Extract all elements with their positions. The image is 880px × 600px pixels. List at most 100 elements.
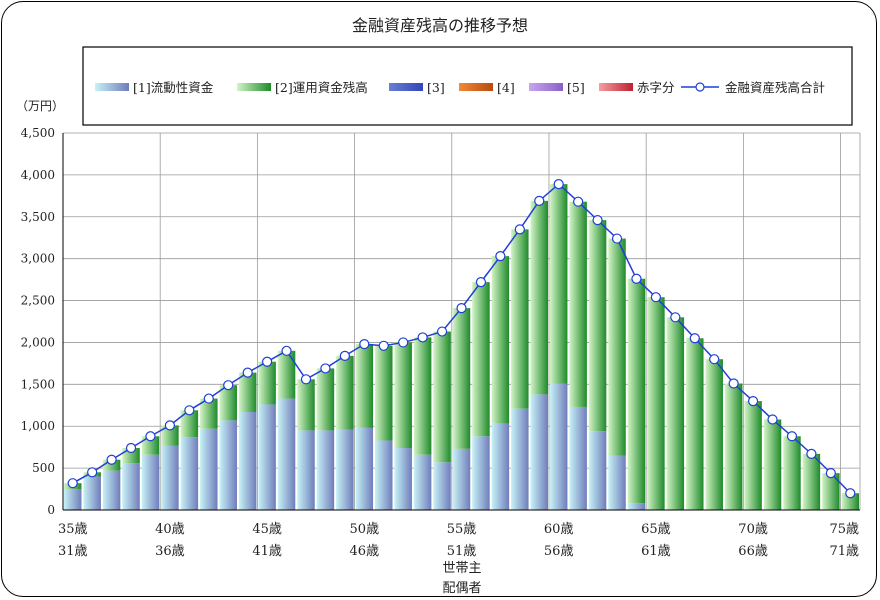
bar-liquid-funds [316,430,335,510]
bar-liquid-funds [627,503,646,510]
x-tick-label-spouse: 71歳 [830,544,860,559]
bar-investment-funds [569,201,587,407]
total-point [262,356,273,367]
bar-liquid-funds [413,454,432,510]
legend-label: [3] [427,80,445,95]
bar-investment-funds [336,355,354,430]
bar-investment-funds [122,448,140,464]
x-tick-label-spouse: 46歳 [350,544,380,559]
total-point [767,414,778,425]
bar-liquid-funds [277,398,296,510]
total-point [806,448,817,459]
total-point [573,196,584,207]
bar-liquid-funds [491,423,510,510]
bar-investment-funds [219,385,237,421]
bar-investment-funds [238,372,257,412]
bar-investment-funds [472,282,490,437]
total-point [378,340,389,351]
total-point [417,332,428,343]
total-point [670,312,681,323]
total-point [631,273,642,284]
bar-investment-funds [841,493,860,510]
x-tick-label-head: 65歳 [641,522,671,537]
bar-investment-funds [277,350,296,399]
legend-label: [4] [497,80,515,95]
bar-liquid-funds [219,420,237,510]
total-point [709,354,720,365]
total-point [203,393,214,404]
bar-liquid-funds [374,440,393,510]
bar-investment-funds [374,345,393,441]
total-point [747,395,759,407]
bar-liquid-funds [83,476,101,510]
legend-label: 赤字分 [637,80,675,95]
bar-investment-funds [394,342,412,449]
x-tick-label-head: 40歳 [155,522,185,537]
bar-liquid-funds [336,429,354,510]
x-tick-label-head: 35歳 [58,522,88,537]
legend: [1]流動性資金 [2]運用資金残高 [3] [4] [5] 赤字分 金融資産残高合計 [95,80,825,95]
x-row-label-spouse: 配偶者 [442,581,481,596]
total-point [281,345,292,356]
bar-investment-funds [161,425,179,446]
axes [62,133,860,511]
bar-liquid-funds [530,394,549,510]
total-point [106,454,117,465]
bar-investment-funds [200,398,218,429]
total-point [164,420,176,431]
bar-liquid-funds [394,448,412,510]
bar-investment-funds [413,337,432,455]
bar-liquid-funds [161,445,179,510]
total-point [689,333,700,344]
y-tick-label: 2,500 [21,294,55,308]
bar-liquid-funds [355,427,374,510]
legend-swatch [459,83,493,91]
bar-liquid-funds [141,454,160,510]
bar-liquid-funds [122,463,140,510]
bar-liquid-funds [511,408,529,510]
x-tick-label-head: 50歳 [350,522,380,537]
total-point [553,179,564,190]
bar-investment-funds [822,473,840,510]
bar-liquid-funds [238,411,257,510]
bar-investment-funds [588,220,607,432]
bar-liquid-funds [63,489,82,510]
total-point [300,374,312,385]
legend-swatch [389,83,423,91]
y-tick-label: 1,000 [21,419,55,433]
x-tick-label-spouse: 41歳 [252,544,282,559]
bar-investment-funds [744,401,762,510]
y-unit-label: （万円） [16,99,64,113]
bar-investment-funds [355,344,374,428]
x-tick-label-spouse: 31歳 [58,544,88,559]
legend-label: [5] [567,80,585,95]
bars [63,184,860,510]
total-point [398,337,409,348]
total-point [339,350,350,361]
bar-liquid-funds [608,455,626,510]
bar-investment-funds [258,361,276,405]
total-point [728,378,739,389]
bar-investment-funds [141,436,160,455]
legend-label: [1]流動性資金 [133,80,214,95]
bar-investment-funds [452,308,471,449]
chart-title: 金融資産残高の推移予想 [352,16,528,35]
bar-liquid-funds [569,406,587,510]
legend-swatch [95,83,129,91]
total-point [223,380,234,391]
total-point [242,367,253,378]
bar-investment-funds [763,419,782,510]
bar-investment-funds [316,368,335,431]
legend-swatch [599,83,633,91]
bar-investment-funds [724,383,743,510]
legend-swatch [529,83,563,91]
bar-liquid-funds [472,436,490,510]
legend-swatch [237,83,271,91]
bar-investment-funds [647,297,665,510]
x-tick-label-head: 55歳 [447,522,477,537]
bar-investment-funds [102,459,121,471]
total-point [534,195,545,206]
total-point [184,405,195,416]
y-tick-label: 2,000 [21,335,55,349]
